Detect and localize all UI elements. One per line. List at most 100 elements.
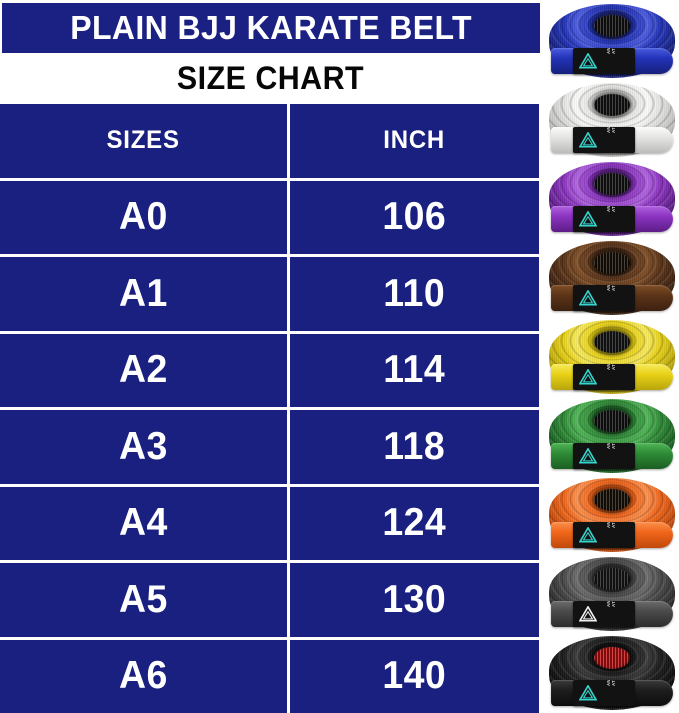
column-header-inch: INCH [383,126,446,155]
cell-size: A0 [0,180,287,254]
cell-inch: 110 [287,257,539,331]
belt-inner-folds [594,15,630,38]
cell-size: A4 [0,486,287,560]
brand-line-2: ATHLETICS [611,285,616,291]
size-value: A4 [119,501,168,545]
belt-inner-folds [594,489,630,512]
cell-inch: 140 [287,639,539,713]
table-row: A4 124 [0,486,539,563]
inch-value: 118 [383,424,446,468]
cell-size: A6 [0,639,287,713]
belt-inner-folds [594,173,630,196]
inch-value: 130 [382,577,447,621]
size-value: A6 [119,654,168,698]
brand-line-2: ATHLETICS [611,48,616,54]
triangle-logo-icon [579,369,597,385]
belt-coil-center [594,410,630,433]
belt-inner-folds [594,94,630,117]
brand-line-2: ATHLETICS [611,680,616,686]
belt-inner-folds [594,252,630,275]
brown-belt[interactable]: ANYSASSATHLETICS [549,241,675,315]
triangle-logo-icon [579,685,597,701]
chart-panel: PLAIN BJJ KARATE BELT SIZE CHART SIZES I… [0,3,540,713]
triangle-logo-icon [579,606,597,622]
triangle-logo-icon [579,53,597,69]
table-row: A2 114 [0,333,539,410]
size-value: A1 [119,271,168,315]
table-header-cell-sizes: SIZES [0,104,287,178]
cell-size: A5 [0,563,287,637]
belt-brand-text: ANYSASSATHLETICS [606,680,626,686]
table-header-cell-inch: INCH [287,104,539,178]
inch-value: 110 [383,271,446,315]
size-value: A3 [119,424,168,468]
belt-brand-label: ANYSASSATHLETICS [573,601,635,627]
table-row: A3 118 [0,410,539,487]
belt-inner-folds [594,647,630,670]
belt-brand-label: ANYSASSATHLETICS [573,206,635,232]
brand-line-2: ATHLETICS [611,364,616,370]
cell-inch: 118 [287,410,539,484]
column-header-sizes: SIZES [106,126,181,155]
belt-inner-folds [594,410,630,433]
belt-brand-text: ANYSASSATHLETICS [606,443,626,449]
cell-inch: 106 [287,180,539,254]
table-row: A1 110 [0,257,539,334]
white-belt[interactable]: ANYSASSATHLETICS [549,83,675,157]
belt-brand-text: ANYSASSATHLETICS [606,285,626,291]
cell-size: A2 [0,333,287,407]
purple-belt[interactable]: ANYSASSATHLETICS [549,162,675,236]
triangle-logo-icon [579,132,597,148]
inch-value: 114 [383,348,446,392]
belt-brand-label: ANYSASSATHLETICS [573,48,635,74]
belt-brand-label: ANYSASSATHLETICS [573,127,635,153]
inch-value: 124 [382,501,447,545]
belt-brand-label: ANYSASSATHLETICS [573,680,635,706]
orange-belt[interactable]: ANYSASSATHLETICS [549,478,675,552]
table-row: A5 130 [0,563,539,640]
brand-line-2: ATHLETICS [611,522,616,528]
belt-brand-text: ANYSASSATHLETICS [606,127,626,133]
brand-line-2: ATHLETICS [611,601,616,607]
blue-belt[interactable]: ANYSASSATHLETICS [549,4,675,78]
belt-coil-center [594,15,630,38]
belt-brand-text: ANYSASSATHLETICS [606,206,626,212]
brand-line-2: ATHLETICS [611,443,616,449]
triangle-logo-icon [579,290,597,306]
belt-inner-folds [594,331,630,354]
size-value: A0 [119,195,168,239]
yellow-belt[interactable]: ANYSASSATHLETICS [549,320,675,394]
page-title: SIZE CHART [176,60,365,96]
belt-brand-label: ANYSASSATHLETICS [573,522,635,548]
green-belt[interactable]: ANYSASSATHLETICS [549,399,675,473]
cell-size: A1 [0,257,287,331]
belt-coil-center [594,94,630,117]
inch-value: 106 [382,195,447,239]
triangle-logo-icon [579,448,597,464]
belt-coil-center [594,568,630,591]
belt-coil-center [594,252,630,275]
size-value: A2 [119,348,168,392]
triangle-logo-icon [579,527,597,543]
cell-size: A3 [0,410,287,484]
cell-inch: 130 [287,563,539,637]
belt-coil-center [594,331,630,354]
inch-value: 140 [382,654,447,698]
product-title: PLAIN BJJ KARATE BELT [70,9,472,46]
size-value: A5 [119,577,168,621]
belt-brand-text: ANYSASSATHLETICS [606,601,626,607]
belt-color-gallery: ANYSASSATHLETICS ANYSASSATHLETICS ANYSASSA… [545,0,679,713]
table-header-row: SIZES INCH [0,104,539,181]
belt-brand-label: ANYSASSATHLETICS [573,364,635,390]
table-row: A6 140 [0,639,539,713]
belt-coil-center [594,489,630,512]
brand-line-2: ATHLETICS [611,206,616,212]
black-belt[interactable]: ANYSASSATHLETICS [549,636,675,710]
brand-line-2: ATHLETICS [611,127,616,133]
belt-coil-center [594,647,630,670]
cell-inch: 114 [287,333,539,407]
belt-brand-text: ANYSASSATHLETICS [606,364,626,370]
cell-inch: 124 [287,486,539,560]
grey-belt[interactable]: ANYSASSATHLETICS [549,557,675,631]
